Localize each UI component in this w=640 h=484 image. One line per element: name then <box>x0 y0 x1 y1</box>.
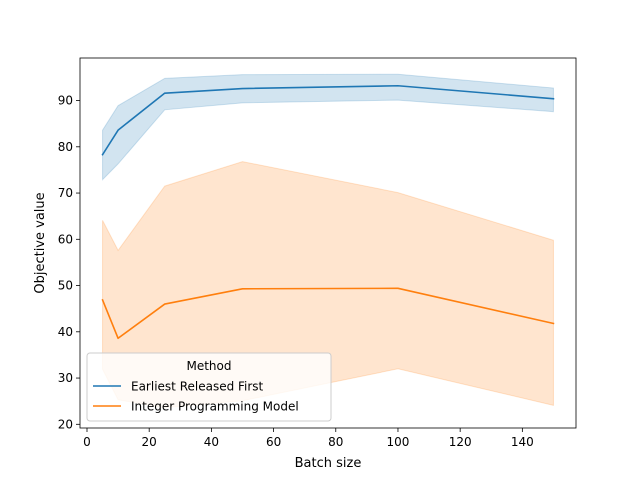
y-tick-label: 30 <box>58 371 73 385</box>
legend-label-earliest-released-first: Earliest Released First <box>131 380 264 394</box>
x-tick-label: 120 <box>449 435 472 449</box>
x-axis-label: Batch size <box>295 456 362 471</box>
x-tick-label: 60 <box>266 435 281 449</box>
y-tick-label: 70 <box>58 186 73 200</box>
y-axis-ticks: 20 30 40 50 60 70 80 90 <box>58 94 80 431</box>
x-tick-label: 20 <box>142 435 157 449</box>
y-tick-label: 60 <box>58 232 73 246</box>
x-tick-label: 0 <box>83 435 91 449</box>
y-tick-label: 80 <box>58 140 73 154</box>
x-tick-label: 140 <box>511 435 534 449</box>
legend-title: Method <box>186 359 231 373</box>
x-tick-label: 40 <box>204 435 219 449</box>
x-tick-label: 100 <box>387 435 410 449</box>
series-line-earliest-released-first <box>101 84 555 156</box>
series-line-integer-programming-model <box>101 287 555 340</box>
confidence-band-earliest-released-first <box>102 73 554 181</box>
y-tick-label: 50 <box>58 279 73 293</box>
legend-box <box>86 352 332 422</box>
series-lines <box>101 84 555 340</box>
legend-entries: Earliest Released First Integer Programmi… <box>93 380 299 414</box>
legend-label-integer-programming-model: Integer Programming Model <box>131 400 299 414</box>
plot-frame <box>79 57 577 429</box>
legend: Method Earliest Released First Integer Pr… <box>86 352 332 422</box>
x-tick-label: 80 <box>328 435 343 449</box>
confidence-bands <box>102 73 554 409</box>
y-tick-label: 40 <box>58 325 73 339</box>
y-tick-label: 90 <box>58 94 73 108</box>
y-tick-label: 20 <box>58 417 73 431</box>
y-axis-label: Objective value <box>33 192 48 293</box>
x-axis-ticks: 0 20 40 60 80 100 120 140 <box>83 428 534 449</box>
